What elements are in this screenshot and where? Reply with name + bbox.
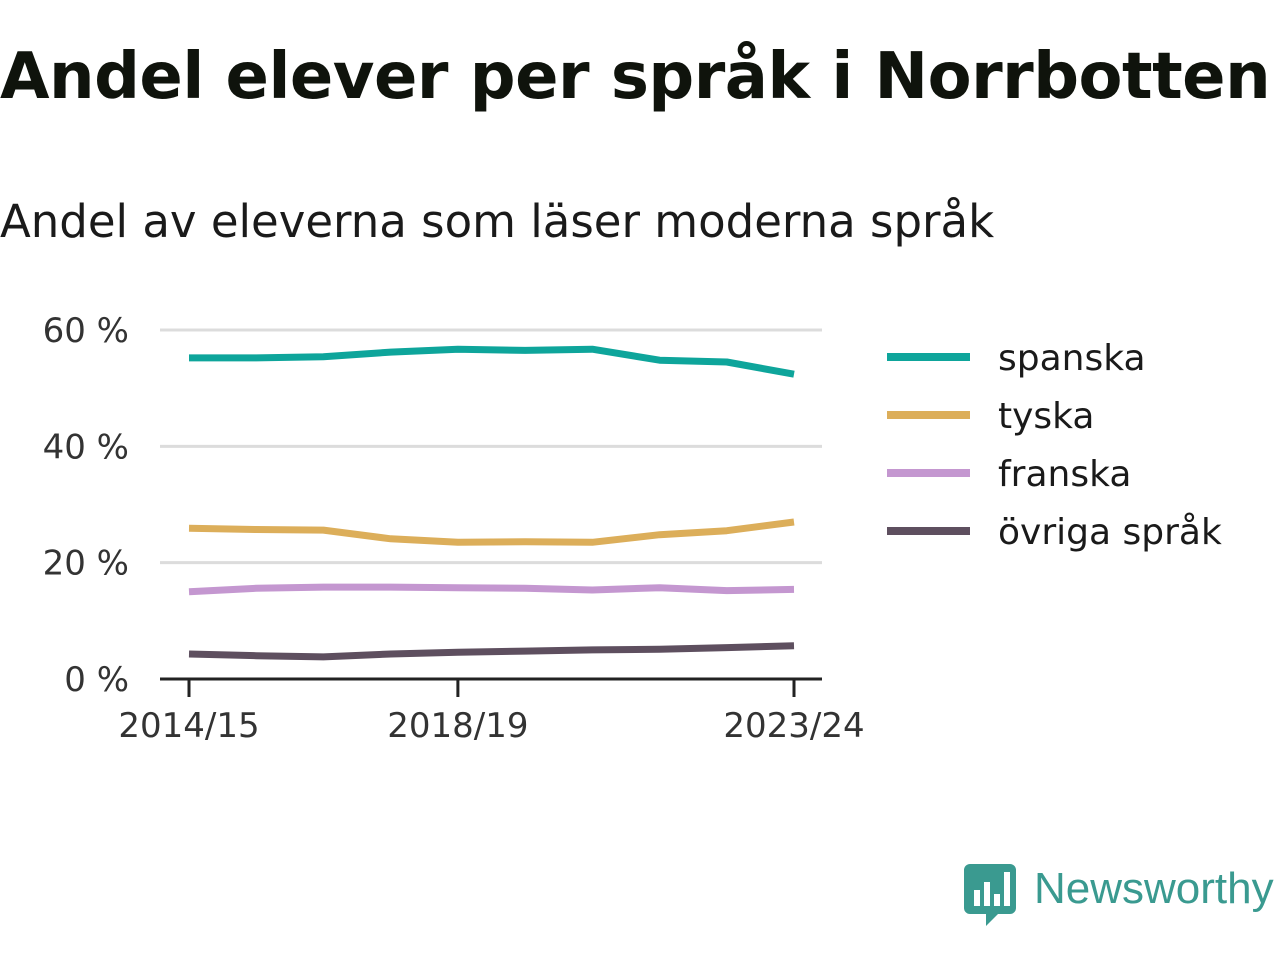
- newsworthy-logo-icon: [964, 864, 1016, 926]
- chart-subtitle: Andel av eleverna som läser moderna språ…: [0, 195, 995, 248]
- legend-label: övriga språk: [998, 512, 1222, 553]
- legend-label: franska: [998, 454, 1131, 495]
- y-axis: 0 % 20 % 40 % 60 %: [43, 311, 129, 700]
- gridlines: [160, 328, 822, 565]
- series-lines: [188, 345, 795, 661]
- y-tick-label: 20 %: [43, 544, 129, 584]
- series-line: [189, 345, 795, 378]
- y-tick-label: 0 %: [64, 660, 129, 700]
- newsworthy-brand: Newsworthy: [964, 862, 1276, 928]
- legend: spanska tyska franska övriga språk: [887, 338, 1222, 553]
- series-line: [188, 583, 795, 596]
- y-tick-label: 40 %: [43, 427, 129, 467]
- series-line: [188, 642, 795, 661]
- legend-label: tyska: [998, 396, 1094, 437]
- x-tick-label: 2018/19: [387, 706, 528, 746]
- y-tick-label: 60 %: [43, 311, 129, 351]
- x-tick-label: 2014/15: [118, 706, 259, 746]
- x-tick-label: 2023/24: [723, 706, 864, 746]
- legend-label: spanska: [998, 338, 1146, 379]
- brand-name: Newsworthy: [1034, 864, 1274, 913]
- x-axis: 2014/15 2018/19 2023/24: [118, 677, 865, 746]
- chart-title: Andel elever per språk i Norrbotten: [0, 40, 1271, 114]
- series-line: [188, 518, 795, 546]
